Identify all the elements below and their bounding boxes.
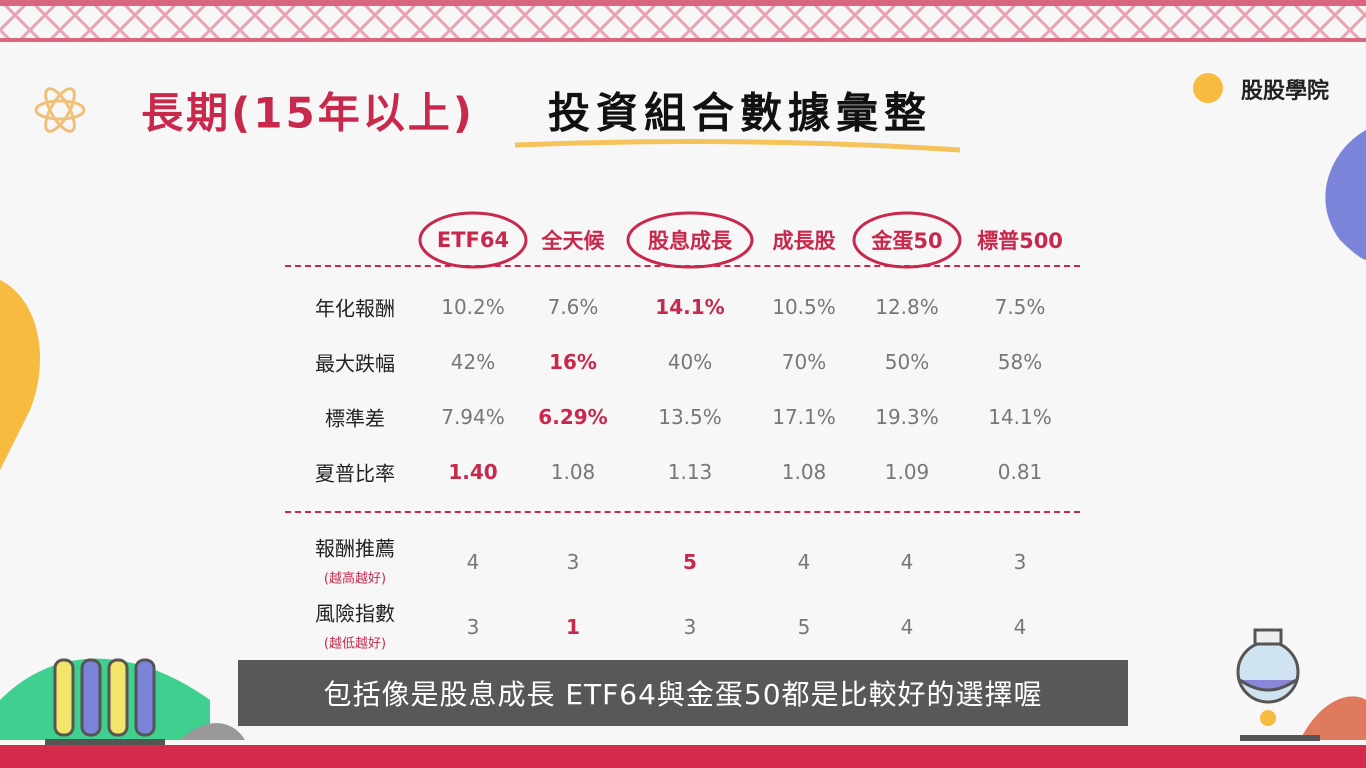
cell: 58%	[997, 350, 1043, 374]
cell: 70%	[781, 350, 827, 374]
subtitle-box	[238, 660, 1128, 726]
cell: 12.8%	[875, 295, 939, 319]
row-label: 夏普比率	[315, 461, 395, 486]
column-header: 股息成長	[648, 229, 732, 253]
cell: 4	[900, 550, 914, 574]
column-header: 標普500	[977, 229, 1063, 253]
cell: 40%	[667, 350, 713, 374]
cell: 5	[797, 615, 811, 639]
cell: 4	[797, 550, 811, 574]
row-label: 最大跌幅	[315, 351, 395, 376]
cell: 0.81	[997, 460, 1043, 484]
row-label: 風險指數	[315, 601, 395, 626]
cell: 1	[566, 615, 580, 639]
cell: 5	[683, 550, 697, 574]
cell: 3	[683, 615, 697, 639]
column-header: 全天候	[541, 229, 605, 253]
cell: 42%	[450, 350, 496, 374]
cell: 6.29%	[538, 405, 608, 429]
cell: 4	[466, 550, 480, 574]
cell: 13.5%	[658, 405, 722, 429]
cell: 7.94%	[441, 405, 505, 429]
row-note: (越高越好)	[323, 571, 387, 587]
column-header: 成長股	[772, 229, 836, 253]
cell: 19.3%	[875, 405, 939, 429]
logo: 股股學院	[1240, 79, 1330, 104]
cell: 1.09	[884, 460, 930, 484]
divider	[285, 511, 1080, 513]
title-main: 投資組合數據彙整	[547, 88, 933, 138]
cell: 16%	[549, 350, 597, 374]
cell: 10.5%	[772, 295, 836, 319]
cell: 50%	[884, 350, 930, 374]
row-label: 標準差	[325, 406, 385, 431]
cell: 3	[566, 550, 580, 574]
row-label: 年化報酬	[315, 296, 395, 321]
cell: 3	[1013, 550, 1027, 574]
cell: 1.08	[781, 460, 827, 484]
divider	[285, 265, 1080, 267]
cell: 1.08	[550, 460, 596, 484]
cell: 4	[900, 615, 914, 639]
column-header: 金蛋50	[871, 229, 943, 253]
subtitle: 包括像是股息成長 ETF64與金蛋50都是比較好的選擇喔	[323, 678, 1043, 711]
cell: 10.2%	[441, 295, 505, 319]
cell: 7.6%	[547, 295, 599, 319]
cell: 17.1%	[772, 405, 836, 429]
cell: 7.5%	[994, 295, 1046, 319]
title-accent: 長期(15年以上)	[141, 88, 475, 138]
cell: 1.13	[667, 460, 713, 484]
cell: 4	[1013, 615, 1027, 639]
cell: 1.40	[448, 460, 498, 484]
cell: 14.1%	[988, 405, 1052, 429]
row-label: 報酬推薦	[315, 536, 395, 561]
cell: 3	[466, 615, 480, 639]
column-header: ETF64	[436, 228, 510, 252]
cell: 14.1%	[655, 295, 725, 319]
row-note: (越低越好)	[323, 636, 387, 652]
